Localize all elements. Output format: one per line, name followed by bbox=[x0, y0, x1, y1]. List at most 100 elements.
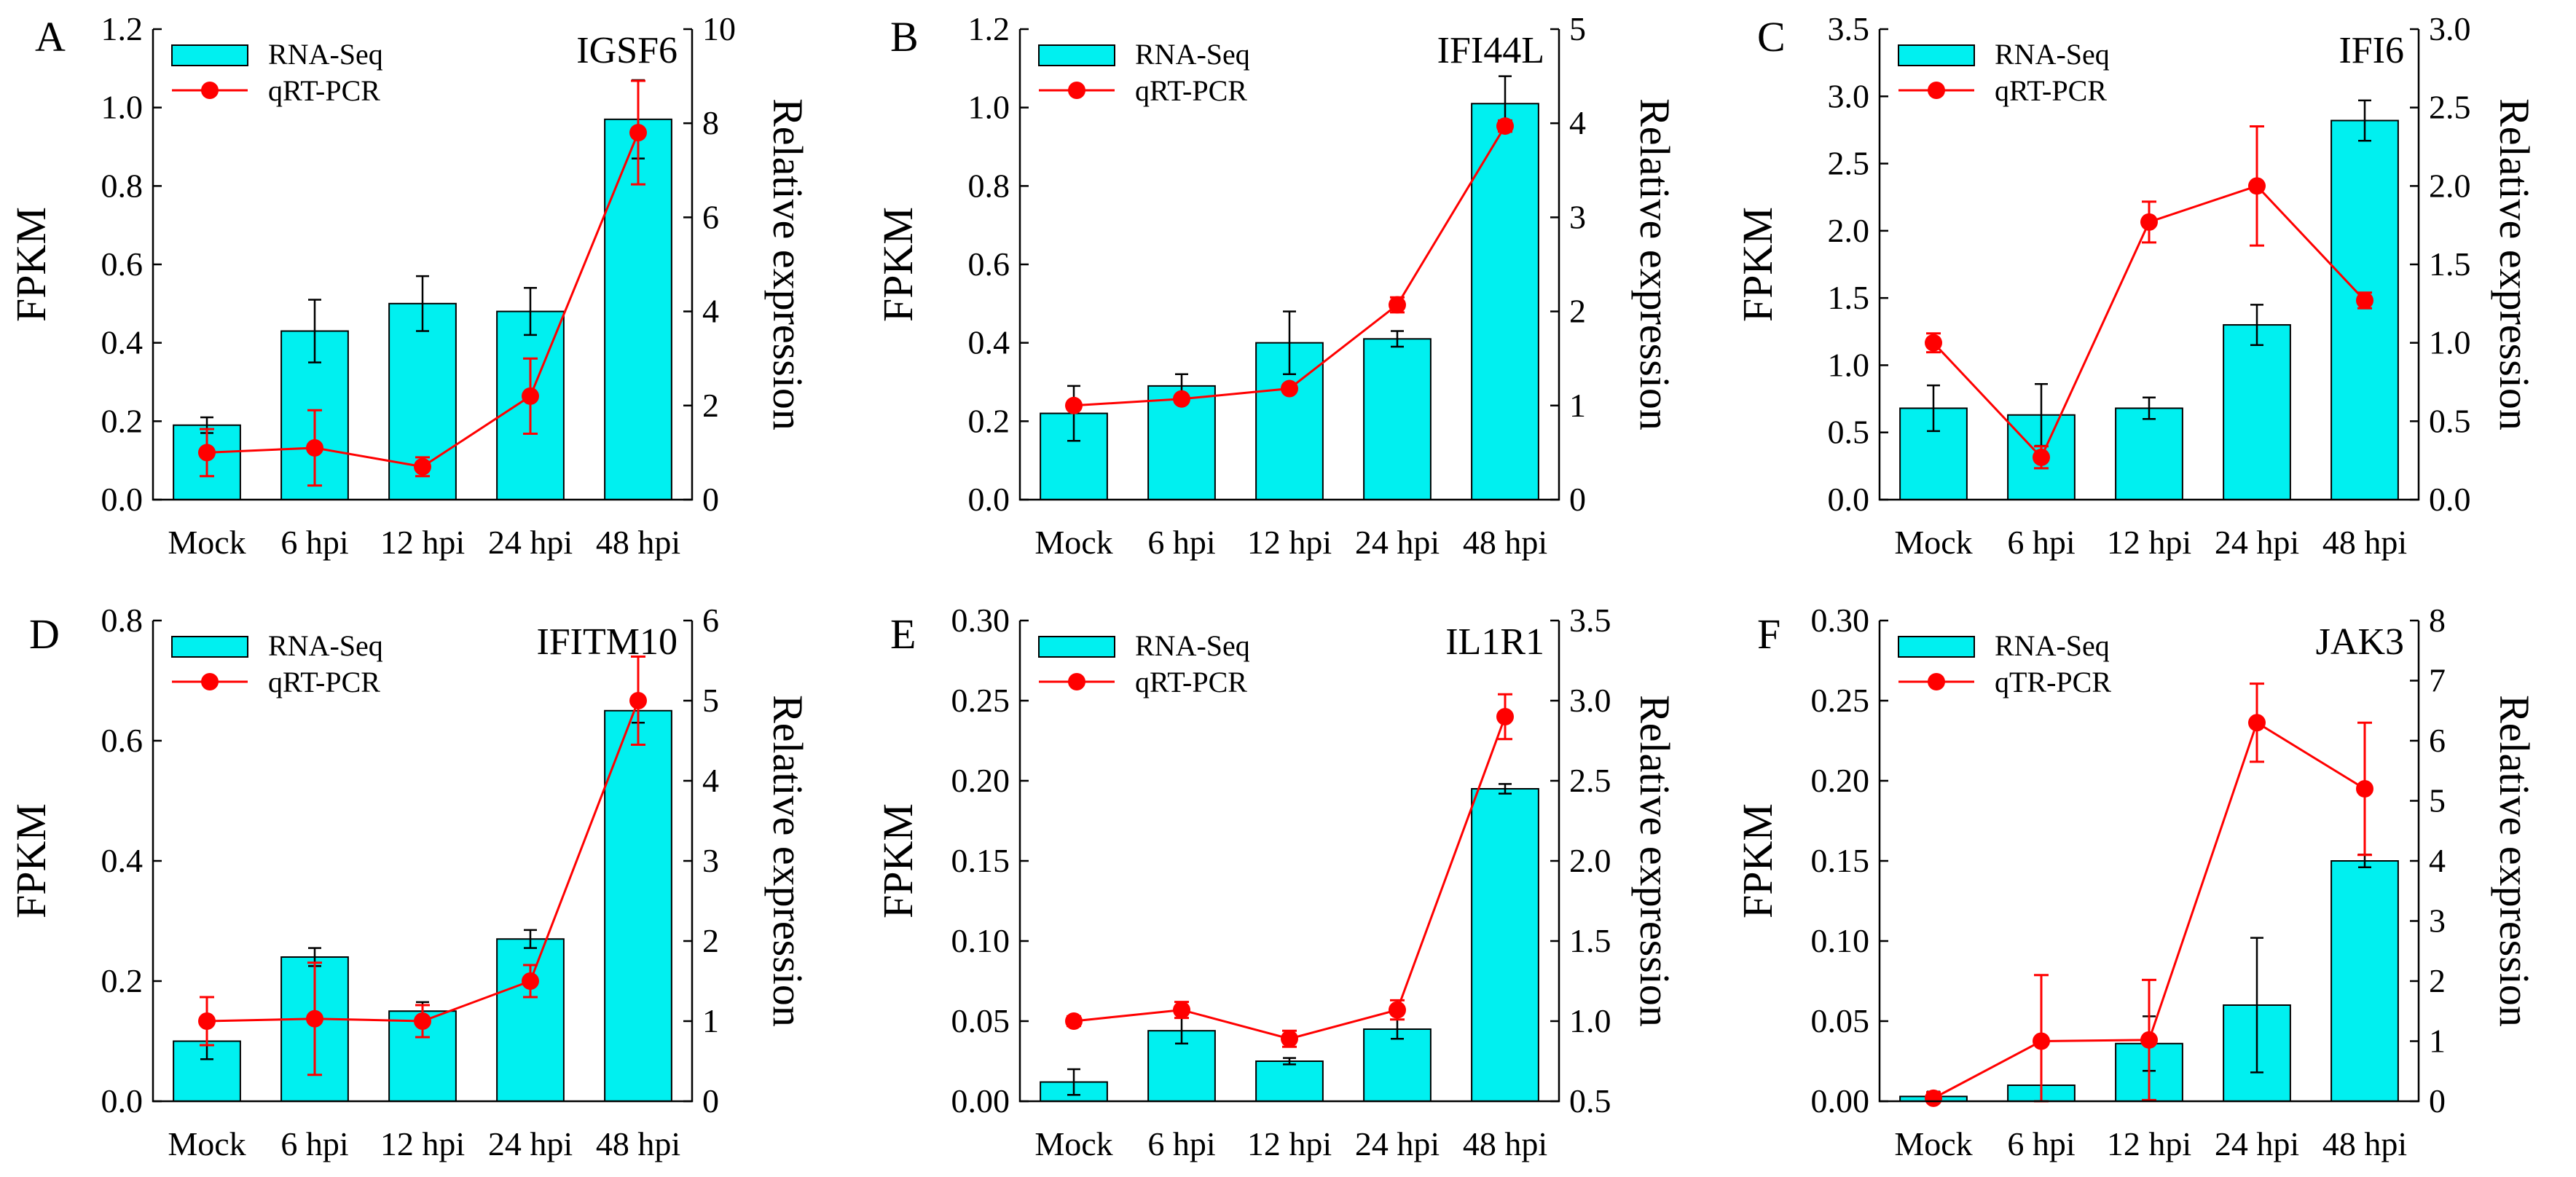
x-tick-label: Mock bbox=[168, 1125, 246, 1162]
qpcr-point bbox=[629, 692, 647, 709]
y2-tick-label: 4 bbox=[702, 293, 719, 330]
legend-label-qpcr: qRT-PCR bbox=[268, 74, 380, 107]
panel-letter: E bbox=[890, 610, 916, 658]
y2-tick-label: 1 bbox=[2429, 1023, 2446, 1060]
y-tick-label: 0.10 bbox=[1811, 922, 1870, 959]
x-tick-label: 12 hpi bbox=[1247, 524, 1332, 561]
x-tick-label: 12 hpi bbox=[380, 1125, 465, 1162]
x-tick-label: 24 hpi bbox=[2215, 524, 2299, 561]
y2-tick-label: 3 bbox=[1569, 198, 1586, 235]
y-tick-label: 0.4 bbox=[968, 324, 1010, 361]
y2-tick-label: 0.5 bbox=[2429, 402, 2471, 439]
qpcr-point bbox=[1925, 1089, 1942, 1107]
legend-label-qpcr: qRT-PCR bbox=[268, 666, 380, 698]
y2-tick-label: 0 bbox=[2429, 1082, 2446, 1119]
y2-tick-label: 2 bbox=[2429, 962, 2446, 999]
y-tick-label: 0.8 bbox=[968, 167, 1010, 204]
gene-title: IFI44L bbox=[1437, 30, 1544, 71]
bar-24-hpi bbox=[1363, 1028, 1432, 1102]
y2-axis-title: Relative expression bbox=[1631, 695, 1678, 1027]
y-tick-label: 0.10 bbox=[951, 922, 1010, 959]
y2-tick-label: 1 bbox=[702, 1002, 719, 1039]
legend-swatch-rnaseq bbox=[171, 636, 248, 658]
qpcr-point bbox=[306, 1009, 323, 1028]
y2-tick-label: 3 bbox=[2429, 902, 2446, 940]
y2-tick-label: 0.0 bbox=[2429, 481, 2471, 518]
legend-label-qpcr: qRT-PCR bbox=[1995, 74, 2107, 107]
bar-error-bar bbox=[1499, 783, 1512, 795]
y-tick-label: 1.2 bbox=[968, 10, 1010, 47]
y-tick-label: 0.6 bbox=[101, 245, 144, 283]
legend-label-rnaseq: RNA-Seq bbox=[1135, 38, 1250, 71]
y2-tick-label: 4 bbox=[1569, 104, 1586, 141]
y-tick-label: 0.00 bbox=[951, 1082, 1010, 1119]
y-tick-label: 0.05 bbox=[1811, 1002, 1870, 1039]
legend-label-rnaseq: RNA-Seq bbox=[1135, 629, 1250, 662]
y2-tick-label: 0 bbox=[1569, 481, 1586, 518]
x-tick-label: 48 hpi bbox=[2322, 524, 2407, 561]
qpcr-point bbox=[1389, 1001, 1406, 1019]
y2-tick-label: 5 bbox=[1569, 10, 1586, 47]
y-tick-label: 0.8 bbox=[101, 602, 144, 639]
y2-tick-label: 8 bbox=[702, 104, 719, 141]
y-tick-label: 0.2 bbox=[968, 402, 1010, 439]
bar-12-hpi bbox=[1255, 1060, 1324, 1102]
y2-tick-label: 0.5 bbox=[1569, 1082, 1611, 1119]
x-tick-label: 6 hpi bbox=[280, 1125, 348, 1162]
y2-tick-label: 1.5 bbox=[2429, 245, 2471, 283]
y2-axis-title: Relative expression bbox=[764, 695, 812, 1027]
y2-tick-label: 3.5 bbox=[1569, 602, 1611, 639]
y-axis-title: FPKM bbox=[7, 207, 55, 322]
y2-tick-label: 5 bbox=[2429, 782, 2446, 819]
qpcr-point bbox=[1065, 1012, 1083, 1030]
bar-48-hpi bbox=[2330, 860, 2399, 1102]
y2-tick-label: 1.0 bbox=[2429, 324, 2471, 361]
qpcr-point bbox=[2356, 291, 2373, 310]
y2-tick-label: 1.0 bbox=[1569, 1002, 1611, 1039]
x-tick-label: 12 hpi bbox=[1247, 1125, 1332, 1162]
y-tick-label: 0.8 bbox=[101, 167, 144, 204]
panel-letter: F bbox=[1757, 610, 1780, 658]
y-tick-label: 1.5 bbox=[1828, 279, 1870, 316]
y2-axis-title: Relative expression bbox=[1631, 98, 1678, 430]
y2-axis-title: Relative expression bbox=[764, 98, 812, 430]
gene-title: IGSF6 bbox=[576, 30, 678, 71]
y-axis-title: FPKM bbox=[7, 803, 55, 918]
y2-tick-label: 2.0 bbox=[2429, 167, 2471, 204]
bar-error-bar bbox=[416, 275, 429, 332]
gene-title: JAK3 bbox=[2316, 621, 2404, 663]
bar-error-bar bbox=[1067, 1068, 1080, 1096]
bar-error-bar bbox=[1391, 330, 1404, 348]
x-tick-label: 6 hpi bbox=[1147, 524, 1215, 561]
y2-axis-title: Relative expression bbox=[2491, 695, 2538, 1027]
bar-24-hpi bbox=[496, 938, 565, 1102]
bar-error-bar bbox=[308, 299, 321, 363]
qpcr-point bbox=[522, 972, 539, 990]
qpcr-point bbox=[1496, 708, 1514, 725]
qpcr-point bbox=[1065, 396, 1083, 414]
y-tick-label: 0.30 bbox=[951, 602, 1010, 639]
x-tick-label: 24 hpi bbox=[2215, 1125, 2299, 1162]
bar-mock bbox=[173, 1040, 241, 1102]
y2-tick-label: 2 bbox=[702, 387, 719, 424]
x-tick-label: 48 hpi bbox=[1463, 1125, 1547, 1162]
y2-tick-label: 3.0 bbox=[1569, 682, 1611, 719]
y-tick-label: 0.0 bbox=[1828, 481, 1870, 518]
y2-tick-label: 6 bbox=[2429, 722, 2446, 759]
bar-error-bar bbox=[2358, 99, 2371, 142]
y2-tick-label: 4 bbox=[2429, 842, 2446, 879]
y-tick-label: 0.6 bbox=[968, 245, 1010, 283]
panel-f: 0.00 0.05 0.10 0.15 0.20 0.25 0.30 0 1 2 3 4 5 6 7 8 Moc… bbox=[1734, 602, 2538, 1162]
qpcr-point bbox=[1925, 334, 1942, 352]
bar-error-bar bbox=[2143, 396, 2156, 420]
y2-tick-label: 1 bbox=[1569, 387, 1586, 424]
y2-tick-label: 2.0 bbox=[1569, 842, 1611, 879]
y-tick-label: 1.0 bbox=[968, 89, 1010, 126]
x-tick-label: 24 hpi bbox=[488, 1125, 573, 1162]
legend-label-rnaseq: RNA-Seq bbox=[1995, 629, 2110, 662]
y-tick-label: 0.4 bbox=[101, 324, 144, 361]
x-tick-label: 12 hpi bbox=[2107, 1125, 2191, 1162]
panel-letter: D bbox=[29, 610, 60, 658]
legend-label-rnaseq: RNA-Seq bbox=[268, 629, 383, 662]
